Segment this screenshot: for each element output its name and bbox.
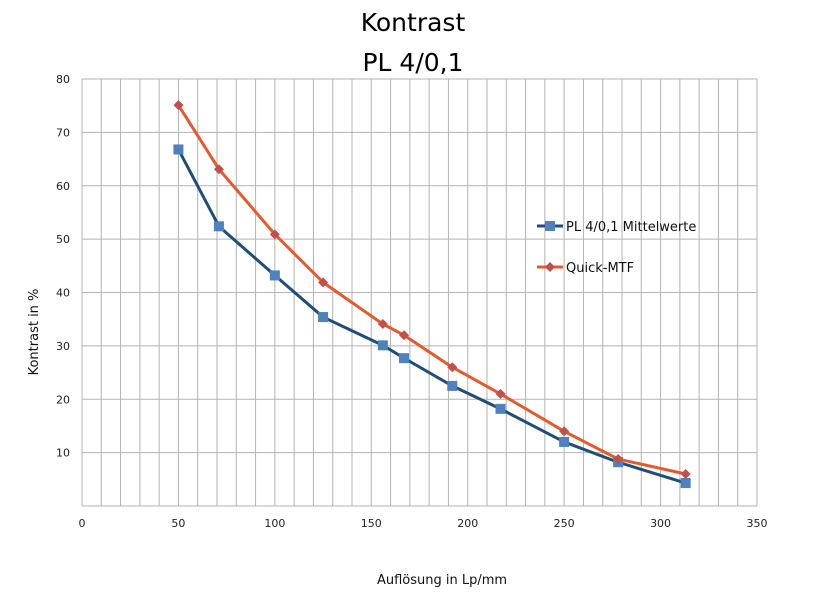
x-tick-label: 0 — [79, 517, 86, 530]
data-point-square — [399, 353, 410, 364]
data-point-diamond — [680, 468, 691, 479]
x-tick-label: 50 — [171, 517, 185, 530]
x-tick-label: 300 — [650, 517, 671, 530]
series-line — [177, 104, 686, 476]
series-mittelwerte — [173, 144, 691, 489]
data-point-square — [559, 436, 570, 447]
data-point-diamond — [399, 330, 410, 341]
y-tick-label: 80 — [56, 73, 70, 86]
legend-item: Quick-MTF — [537, 261, 634, 276]
legend-item: PL 4/0,1 Mittelwerte — [537, 220, 696, 235]
x-tick-labels: 0 50 100 150 200 250 300 350 — [79, 517, 768, 530]
x-tick-label: 350 — [747, 517, 768, 530]
data-point-square — [173, 144, 184, 155]
x-axis-label: Auflösung in Lp/mm — [377, 573, 507, 588]
series-group — [173, 100, 691, 489]
data-point-diamond — [269, 229, 280, 240]
legend-label: PL 4/0,1 Mittelwerte — [566, 220, 696, 235]
data-point-diamond — [613, 454, 624, 465]
x-tick-label: 250 — [554, 517, 575, 530]
y-tick-labels: 10 20 30 40 50 60 70 80 — [56, 73, 70, 460]
data-point-square — [447, 380, 458, 391]
y-tick-label: 60 — [56, 180, 70, 193]
y-tick-label: 40 — [56, 287, 70, 300]
data-point-diamond — [318, 277, 329, 288]
legend-label: Quick-MTF — [566, 261, 634, 276]
y-axis-label: Kontrast in % — [27, 289, 42, 376]
chart-title-line-1: Kontrast — [361, 8, 466, 37]
data-point-diamond — [173, 100, 184, 111]
data-point-square — [680, 478, 691, 489]
x-tick-label: 100 — [264, 517, 285, 530]
legend-marker-square — [545, 221, 555, 231]
legend: PL 4/0,1 Mittelwerte Quick-MTF — [537, 220, 696, 276]
legend-marker-diamond — [545, 262, 555, 272]
data-point-diamond — [377, 318, 388, 329]
x-tick-label: 200 — [457, 517, 478, 530]
y-tick-label: 30 — [56, 340, 70, 353]
series-line — [177, 148, 687, 485]
data-point-square — [495, 403, 506, 414]
y-tick-label: 70 — [56, 126, 70, 139]
data-point-diamond — [213, 164, 224, 175]
data-point-square — [213, 221, 224, 232]
x-tick-label: 150 — [361, 517, 382, 530]
data-point-square — [318, 312, 329, 323]
y-tick-label: 50 — [56, 233, 70, 246]
gridlines — [81, 78, 758, 507]
data-point-diamond — [447, 362, 458, 373]
data-point-square — [269, 270, 280, 281]
data-point-diamond — [495, 388, 506, 399]
y-tick-label: 20 — [56, 393, 70, 406]
data-point-square — [377, 340, 388, 351]
y-tick-label: 10 — [56, 447, 70, 460]
data-point-diamond — [559, 426, 570, 437]
series-quick-mtf — [173, 100, 691, 479]
chart-title-line-2: PL 4/0,1 — [362, 48, 463, 77]
